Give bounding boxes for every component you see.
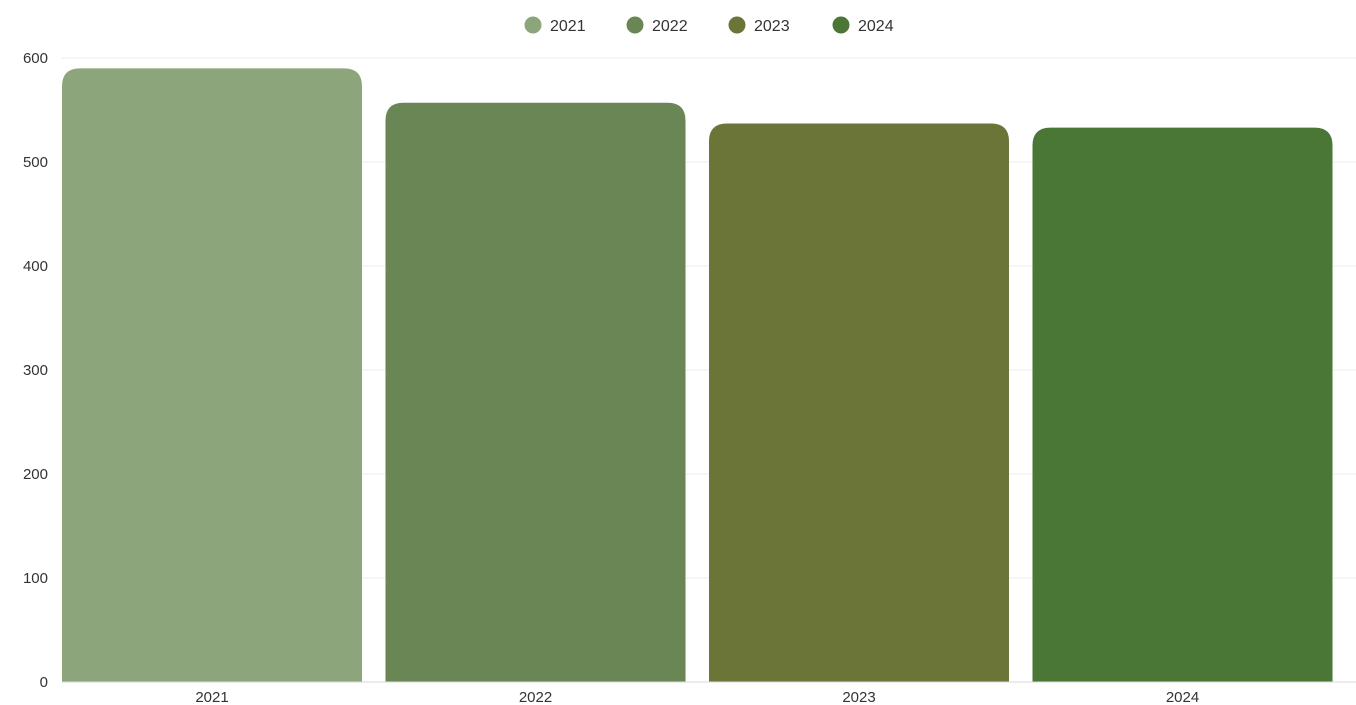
y-tick-label: 400 [23, 258, 48, 275]
legend-label: 2024 [858, 18, 894, 35]
y-tick-label: 100 [23, 570, 48, 587]
y-tick-label: 300 [23, 362, 48, 379]
bar-2024[interactable] [1032, 127, 1333, 683]
y-tick-label: 500 [23, 154, 48, 171]
x-tick-label: 2023 [842, 689, 875, 705]
legend-label: 2021 [550, 18, 586, 35]
legend-label: 2022 [652, 18, 688, 35]
legend-item-2024[interactable]: 2024 [832, 16, 894, 36]
legend-item-2022[interactable]: 2022 [626, 16, 688, 36]
legend-swatch [832, 16, 850, 34]
bar-2023[interactable] [709, 123, 1009, 682]
legend-swatch [524, 16, 542, 34]
x-tick-label: 2024 [1166, 689, 1199, 705]
legend-swatch [728, 16, 746, 34]
legend: 2021 2022 2023 2024 [524, 16, 894, 36]
y-tick-label: 0 [40, 674, 48, 691]
y-tick-label: 200 [23, 466, 48, 483]
legend-label: 2023 [754, 18, 790, 35]
y-tick-label: 600 [23, 50, 48, 67]
x-tick-label: 2021 [195, 689, 228, 705]
bar-2022[interactable] [385, 102, 686, 683]
legend-item-2021[interactable]: 2021 [524, 16, 586, 36]
bars [62, 68, 1333, 683]
y-axis: 0 100 200 300 400 500 600 [23, 50, 48, 691]
x-axis: 2021 2022 2023 2024 [62, 681, 1356, 705]
bar-2021[interactable] [62, 68, 362, 682]
legend-item-2023[interactable]: 2023 [728, 16, 790, 36]
x-tick-label: 2022 [519, 689, 552, 705]
legend-swatch [626, 16, 644, 34]
